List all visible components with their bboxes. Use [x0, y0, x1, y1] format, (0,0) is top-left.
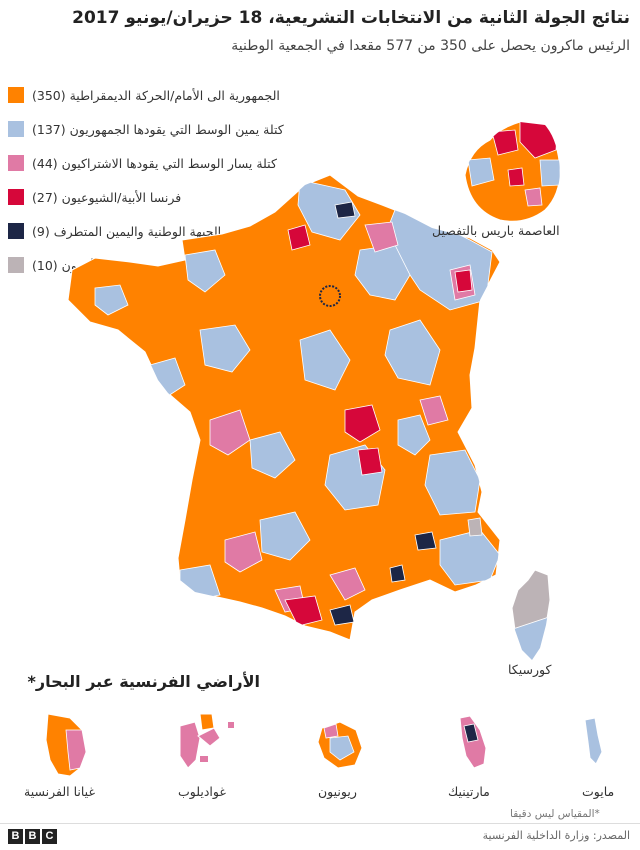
district-lr-center [299, 329, 351, 391]
district-other-brittany [121, 351, 139, 373]
district-ps-south [329, 567, 366, 601]
district-lr-burgundy [384, 319, 441, 386]
district-other-alps [467, 517, 483, 537]
district-lr-north [297, 179, 361, 241]
district-fn-var [389, 564, 406, 583]
paris-dense-area [319, 285, 341, 307]
guadeloupe-island [228, 722, 234, 728]
district-ps-north [364, 221, 399, 253]
legend: الجمهورية الى الأمام/الحركة الديمقراطية … [8, 78, 338, 282]
legend-label-lr: كتلة يمين الوسط التي يقودها الجمهوريون (… [32, 121, 284, 137]
legend-swatch-fn [8, 223, 24, 239]
overseas-label-martinique: مارتينيك [448, 784, 490, 799]
legend-swatch-fi [8, 189, 24, 205]
district-lr-south [259, 511, 311, 561]
legend-label-fi: فرنسا الأبية/الشيوعيون (27) [32, 189, 182, 205]
reunion-ps-part [323, 723, 339, 739]
district-fi-south [284, 595, 323, 627]
legend-swatch-lr [8, 121, 24, 137]
paris-district-ps [524, 187, 543, 207]
overseas-label-mayotte: مايوت [582, 784, 615, 799]
district-ps-west [209, 409, 251, 456]
martinique-fn-part [463, 723, 479, 743]
legend-item-lrem: الجمهورية الى الأمام/الحركة الديمقراطية … [8, 78, 338, 112]
district-lr-rhone [397, 414, 431, 456]
legend-swatch-lrem [8, 87, 24, 103]
overseas-label-guiana: غيانا الفرنسية [24, 784, 95, 799]
corsica-map [511, 569, 551, 661]
district-lr-alps [424, 449, 481, 516]
district-fn-rhone [414, 531, 437, 551]
reunion-shape [317, 721, 363, 769]
legend-item-lr: كتلة يمين الوسط التي يقودها الجمهوريون (… [8, 112, 338, 146]
paris-inset-label: العاصمة باريس بالتفصيل [432, 223, 560, 238]
paris-district-fi-northwest [491, 129, 519, 156]
map-subtitle: الرئيس ماكرون يحصل على 350 من 577 مقعدا … [231, 38, 630, 54]
district-fi-center [344, 404, 381, 443]
legend-label-ps: كتلة يسار الوسط التي يقودها الاشتراكيون … [32, 155, 277, 171]
legend-swatch-ps [8, 155, 24, 171]
district-fn-north [334, 201, 356, 219]
bbc-logo-letter: B [25, 829, 40, 844]
overseas-title: الأراضي الفرنسية عبر البحار* [27, 672, 261, 691]
reunion-lr-part [329, 735, 355, 761]
overseas-label-guadeloupe: غواديلوب [178, 784, 226, 799]
paris-district-fi-center [507, 167, 525, 187]
paris-inset-map [464, 121, 561, 222]
mayotte-shape [584, 717, 603, 765]
france-mainland-map [67, 174, 501, 641]
mayotte-base [584, 717, 603, 765]
bbc-logo: B B C [8, 829, 57, 844]
bbc-logo-letter: C [42, 829, 57, 844]
district-ps-southwest [224, 531, 263, 573]
legend-label-fn: الجبهة الوطنية واليمين المتطرف (9) [32, 223, 222, 239]
district-lr-limousin [249, 431, 296, 479]
paris-district-lr-east [539, 159, 560, 187]
map-title: نتائج الجولة الثانية من الانتخابات التشر… [72, 8, 630, 28]
legend-item-ps: كتلة يسار الوسط التي يقودها الاشتراكيون … [8, 146, 338, 180]
district-fi-massif [357, 447, 383, 476]
guiana-ps-part [65, 729, 87, 771]
district-lr-brittany [94, 284, 129, 316]
legend-swatch-other [8, 257, 24, 273]
district-fi-northeast [454, 269, 473, 293]
guadeloupe-lrem-part [199, 713, 215, 731]
source-credit: المصدر: وزارة الداخلية الفرنسية [482, 829, 630, 842]
legend-item-fn: الجبهة الوطنية واليمين المتطرف (9) [8, 214, 338, 248]
legend-label-lrem: الجمهورية الى الأمام/الحركة الديمقراطية … [32, 87, 280, 103]
overseas-label-reunion: ريونيون [318, 784, 357, 799]
legend-item-fi: فرنسا الأبية/الشيوعيون (27) [8, 180, 338, 214]
guadeloupe-small-island [200, 756, 208, 762]
scale-note: *المقياس ليس دقيقا [510, 808, 600, 820]
martinique-shape [459, 715, 487, 769]
paris-district-lr-west [467, 157, 495, 187]
guiana-shape [45, 713, 87, 777]
district-lr-loire [199, 324, 251, 373]
footer-divider [0, 823, 640, 824]
district-ps-center [419, 395, 449, 426]
district-lr-normandy [184, 249, 226, 293]
guadeloupe-east [197, 727, 221, 747]
bbc-logo-letter: B [8, 829, 23, 844]
district-fi-normandy [287, 224, 311, 251]
guadeloupe-shape [179, 713, 234, 769]
corsica-label: كورسيكا [508, 662, 552, 677]
guadeloupe-base [179, 721, 201, 769]
